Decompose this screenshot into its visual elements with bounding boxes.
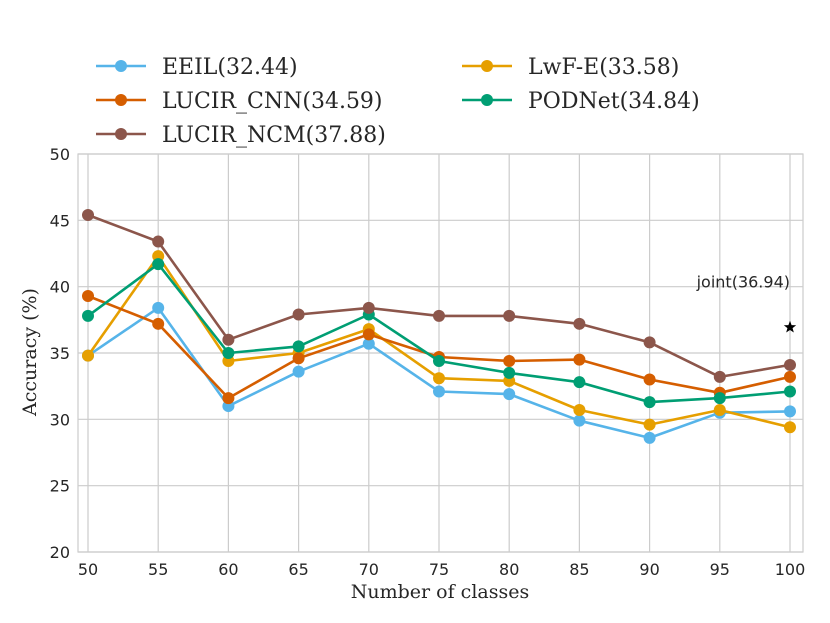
data-point <box>643 336 656 349</box>
legend-item: LwF-E(33.58) <box>462 55 679 80</box>
data-point <box>152 317 165 330</box>
data-point <box>433 372 445 385</box>
data-point <box>292 352 305 365</box>
data-point <box>503 354 516 367</box>
x-tick-label: 95 <box>710 560 730 579</box>
data-point <box>362 328 375 341</box>
data-point <box>292 308 305 321</box>
data-point <box>82 309 94 322</box>
legend-label: PODNet(34.84) <box>528 89 700 114</box>
data-point <box>82 349 94 362</box>
data-point <box>713 392 726 405</box>
data-point <box>784 421 796 434</box>
data-point <box>292 365 305 378</box>
legend-item: LUCIR_CNN(34.59) <box>96 89 383 114</box>
x-tick-label: 80 <box>499 560 519 579</box>
y-tick-label: 50 <box>50 145 70 164</box>
data-point <box>573 317 586 330</box>
data-point <box>573 404 586 417</box>
x-tick-label: 55 <box>148 560 168 579</box>
series-group <box>82 209 796 444</box>
data-point <box>643 418 656 431</box>
x-tick-label: 100 <box>775 560 806 579</box>
legend: EEIL(32.44) LwF-E(33.58) LUCIR_CNN(34.59) P… <box>96 55 700 148</box>
legend-swatch-marker <box>481 94 493 106</box>
data-point <box>784 385 796 398</box>
legend-item: LUCIR_NCM(37.88) <box>96 123 386 148</box>
data-point <box>433 309 445 322</box>
data-point <box>222 333 235 346</box>
x-tick-label: 60 <box>218 560 238 579</box>
legend-label: LUCIR_NCM(37.88) <box>162 123 386 148</box>
data-point <box>573 376 586 389</box>
legend-swatch-marker <box>481 60 493 72</box>
data-point <box>503 388 516 401</box>
data-point <box>784 405 796 418</box>
data-point <box>222 347 235 359</box>
legend-swatch-marker <box>115 60 127 72</box>
data-point <box>573 414 586 427</box>
data-point <box>82 209 94 222</box>
legend-swatch-marker <box>115 94 127 106</box>
y-tick-label: 20 <box>50 543 70 562</box>
data-point <box>643 431 656 444</box>
x-tick-label: 50 <box>78 560 98 579</box>
data-point <box>433 354 445 367</box>
x-tick-label: 75 <box>429 560 449 579</box>
series-lucir-ncm <box>82 209 796 383</box>
data-point <box>362 301 375 314</box>
data-point <box>152 235 165 248</box>
x-tick-label: 90 <box>639 560 659 579</box>
x-tick-label: 85 <box>569 560 589 579</box>
data-point <box>643 373 656 386</box>
series-lwf-e <box>82 250 796 434</box>
y-tick-label: 25 <box>50 477 70 496</box>
data-point <box>222 392 235 405</box>
data-point <box>784 370 796 383</box>
data-point <box>573 353 586 366</box>
data-point <box>433 385 445 398</box>
x-tick-label: 65 <box>288 560 308 579</box>
data-point <box>82 289 94 302</box>
y-tick-label: 30 <box>50 410 70 429</box>
data-point <box>292 340 305 353</box>
data-point <box>713 404 726 417</box>
y-tick-label: 45 <box>50 211 70 230</box>
x-tick-label: 70 <box>359 560 379 579</box>
joint-annotation: joint(36.94) <box>696 272 790 291</box>
data-point <box>152 301 165 314</box>
axes: 20 25 30 35 40 45 50 50 55 60 65 70 75 80 85 90 95 100 <box>50 145 806 579</box>
annotations: joint(36.94) <box>696 272 797 333</box>
legend-swatch-marker <box>115 128 127 140</box>
data-point <box>713 370 726 383</box>
data-point <box>503 366 516 379</box>
data-point <box>643 396 656 409</box>
legend-label: LwF-E(33.58) <box>528 55 679 80</box>
legend-item: PODNet(34.84) <box>462 89 700 114</box>
y-tick-label: 40 <box>50 278 70 297</box>
data-point <box>503 309 516 322</box>
data-point <box>784 358 796 371</box>
series-podnet <box>82 258 796 409</box>
joint-star-marker <box>783 320 797 333</box>
y-tick-label: 35 <box>50 344 70 363</box>
legend-label: EEIL(32.44) <box>162 55 298 80</box>
data-point <box>152 258 165 271</box>
x-axis-label: Number of classes <box>351 581 529 603</box>
legend-label: LUCIR_CNN(34.59) <box>162 89 383 114</box>
y-axis-label: Accuracy (%) <box>19 288 41 417</box>
data-point <box>362 337 375 350</box>
legend-item: EEIL(32.44) <box>96 55 298 80</box>
